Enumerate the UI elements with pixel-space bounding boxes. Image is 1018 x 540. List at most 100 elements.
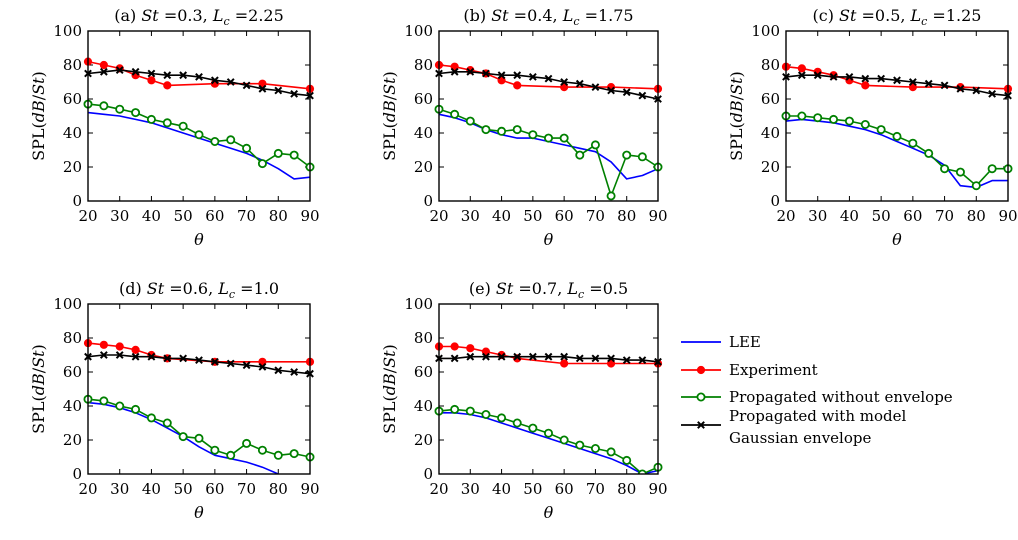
x-tick-label: 40 <box>142 207 161 225</box>
title-st-value: =0.4, <box>509 6 563 25</box>
data-point-propagated_with <box>274 366 283 375</box>
y-tick-label: 40 <box>63 397 82 415</box>
y-axis-label: SPL(dB/St) <box>380 344 399 434</box>
x-tick-label: 20 <box>429 207 448 225</box>
data-point-propagated_without <box>622 455 632 465</box>
y-label-unit: dB <box>727 100 746 122</box>
data-point-propagated_with <box>622 88 631 97</box>
data-point-propagated_without <box>844 116 854 126</box>
data-point-experiment <box>861 81 870 90</box>
data-point-propagated_without <box>606 447 616 457</box>
data-point-propagated_without <box>226 450 236 460</box>
data-point-propagated_without <box>162 418 172 428</box>
data-point-propagated_with <box>607 86 615 95</box>
y-tick-label: 0 <box>423 192 433 210</box>
data-point-propagated_without <box>450 109 460 119</box>
y-tick-label: 100 <box>751 22 780 40</box>
x-tick-label: 70 <box>237 480 256 498</box>
data-point-propagated_with <box>528 72 537 81</box>
series-group <box>781 62 1013 191</box>
title-panel: (d) <box>119 279 147 298</box>
data-point-propagated_with <box>638 91 647 100</box>
y-tick-label: 80 <box>63 329 82 347</box>
title-st-value: =0.6, <box>164 279 218 298</box>
data-point-propagated_with <box>147 69 156 78</box>
data-point-propagated_without <box>481 125 491 135</box>
data-point-propagated_with <box>560 352 569 361</box>
x-tick-label: 90 <box>648 207 667 225</box>
y-label-prefix: SPL( <box>29 122 48 161</box>
title-l-sub: c <box>223 15 229 28</box>
data-point-propagated_with <box>242 361 251 370</box>
data-point-propagated_without <box>99 396 109 406</box>
data-point-propagated_without <box>465 406 475 416</box>
data-point-propagated_with <box>482 352 490 361</box>
legend-entry-lee: LEE <box>681 333 761 351</box>
data-point-propagated_without <box>876 125 886 135</box>
data-point-propagated_with <box>497 352 506 361</box>
data-point-propagated_without <box>257 159 267 169</box>
data-point-propagated_with <box>290 368 299 376</box>
title-st-value: =0.3, <box>159 6 213 25</box>
data-point-propagated_without <box>497 413 507 423</box>
y-tick-label: 0 <box>72 465 82 483</box>
x-tick-label: 20 <box>78 207 97 225</box>
data-point-propagated_with <box>290 89 299 98</box>
title-l-value: =2.25 <box>230 6 284 25</box>
data-point-propagated_with <box>972 86 981 95</box>
y-label-prefix: SPL( <box>727 122 746 161</box>
plot-frame <box>87 303 311 475</box>
panel-title: (b) St =0.4, Lc =1.75 <box>463 6 633 28</box>
data-point-propagated_without <box>829 114 839 124</box>
data-point-propagated_with <box>99 67 108 76</box>
series-line-lee <box>439 411 659 474</box>
data-point-propagated_with <box>607 354 615 363</box>
data-point-propagated_without <box>622 150 632 160</box>
data-point-propagated_without <box>575 150 585 160</box>
data-point-experiment <box>560 359 569 368</box>
series-group <box>434 342 663 474</box>
data-point-experiment <box>908 83 917 92</box>
data-point-experiment <box>606 359 616 368</box>
x-tick-label: 70 <box>935 207 954 225</box>
data-point-propagated_with <box>258 362 267 371</box>
title-l-value: =0.5 <box>584 279 628 298</box>
x-tick-label: 50 <box>523 207 542 225</box>
x-axis-label: θ <box>544 230 554 249</box>
x-tick-label: 70 <box>586 207 605 225</box>
data-point-propagated_without <box>242 438 252 448</box>
data-point-propagated_without <box>273 148 283 158</box>
data-point-propagated_without <box>940 164 950 174</box>
x-tick-label: 30 <box>461 207 480 225</box>
data-point-propagated_with <box>274 86 283 95</box>
title-l-symbol: L <box>562 6 574 25</box>
data-point-propagated_with <box>908 78 917 86</box>
x-tick-label: 30 <box>110 207 129 225</box>
data-point-propagated_without <box>465 116 475 126</box>
data-point-propagated_without <box>559 435 569 445</box>
x-tick-label: 80 <box>617 480 636 498</box>
data-point-propagated_without <box>544 133 554 143</box>
data-point-propagated_without <box>210 136 220 146</box>
data-point-experiment <box>466 344 475 353</box>
data-point-propagated_with <box>210 76 219 85</box>
title-st-symbol: St <box>839 6 857 25</box>
data-point-propagated_without <box>289 449 299 459</box>
panel-title: (a) St =0.3, Lc =2.25 <box>114 6 284 28</box>
y-tick-label: 40 <box>63 124 82 142</box>
x-tick-label: 60 <box>903 207 922 225</box>
data-point-propagated_without <box>908 138 918 148</box>
data-point-experiment <box>450 62 459 71</box>
data-point-propagated_with <box>195 356 203 365</box>
title-l-symbol: L <box>212 6 224 25</box>
data-point-experiment <box>258 357 267 366</box>
data-point-propagated_with <box>924 79 933 88</box>
data-point-propagated_with <box>466 352 475 361</box>
data-point-experiment <box>163 81 172 90</box>
y-tick-label: 80 <box>414 329 433 347</box>
data-point-experiment <box>797 64 806 73</box>
data-point-propagated_without <box>131 404 141 414</box>
data-point-propagated_with <box>195 72 203 81</box>
